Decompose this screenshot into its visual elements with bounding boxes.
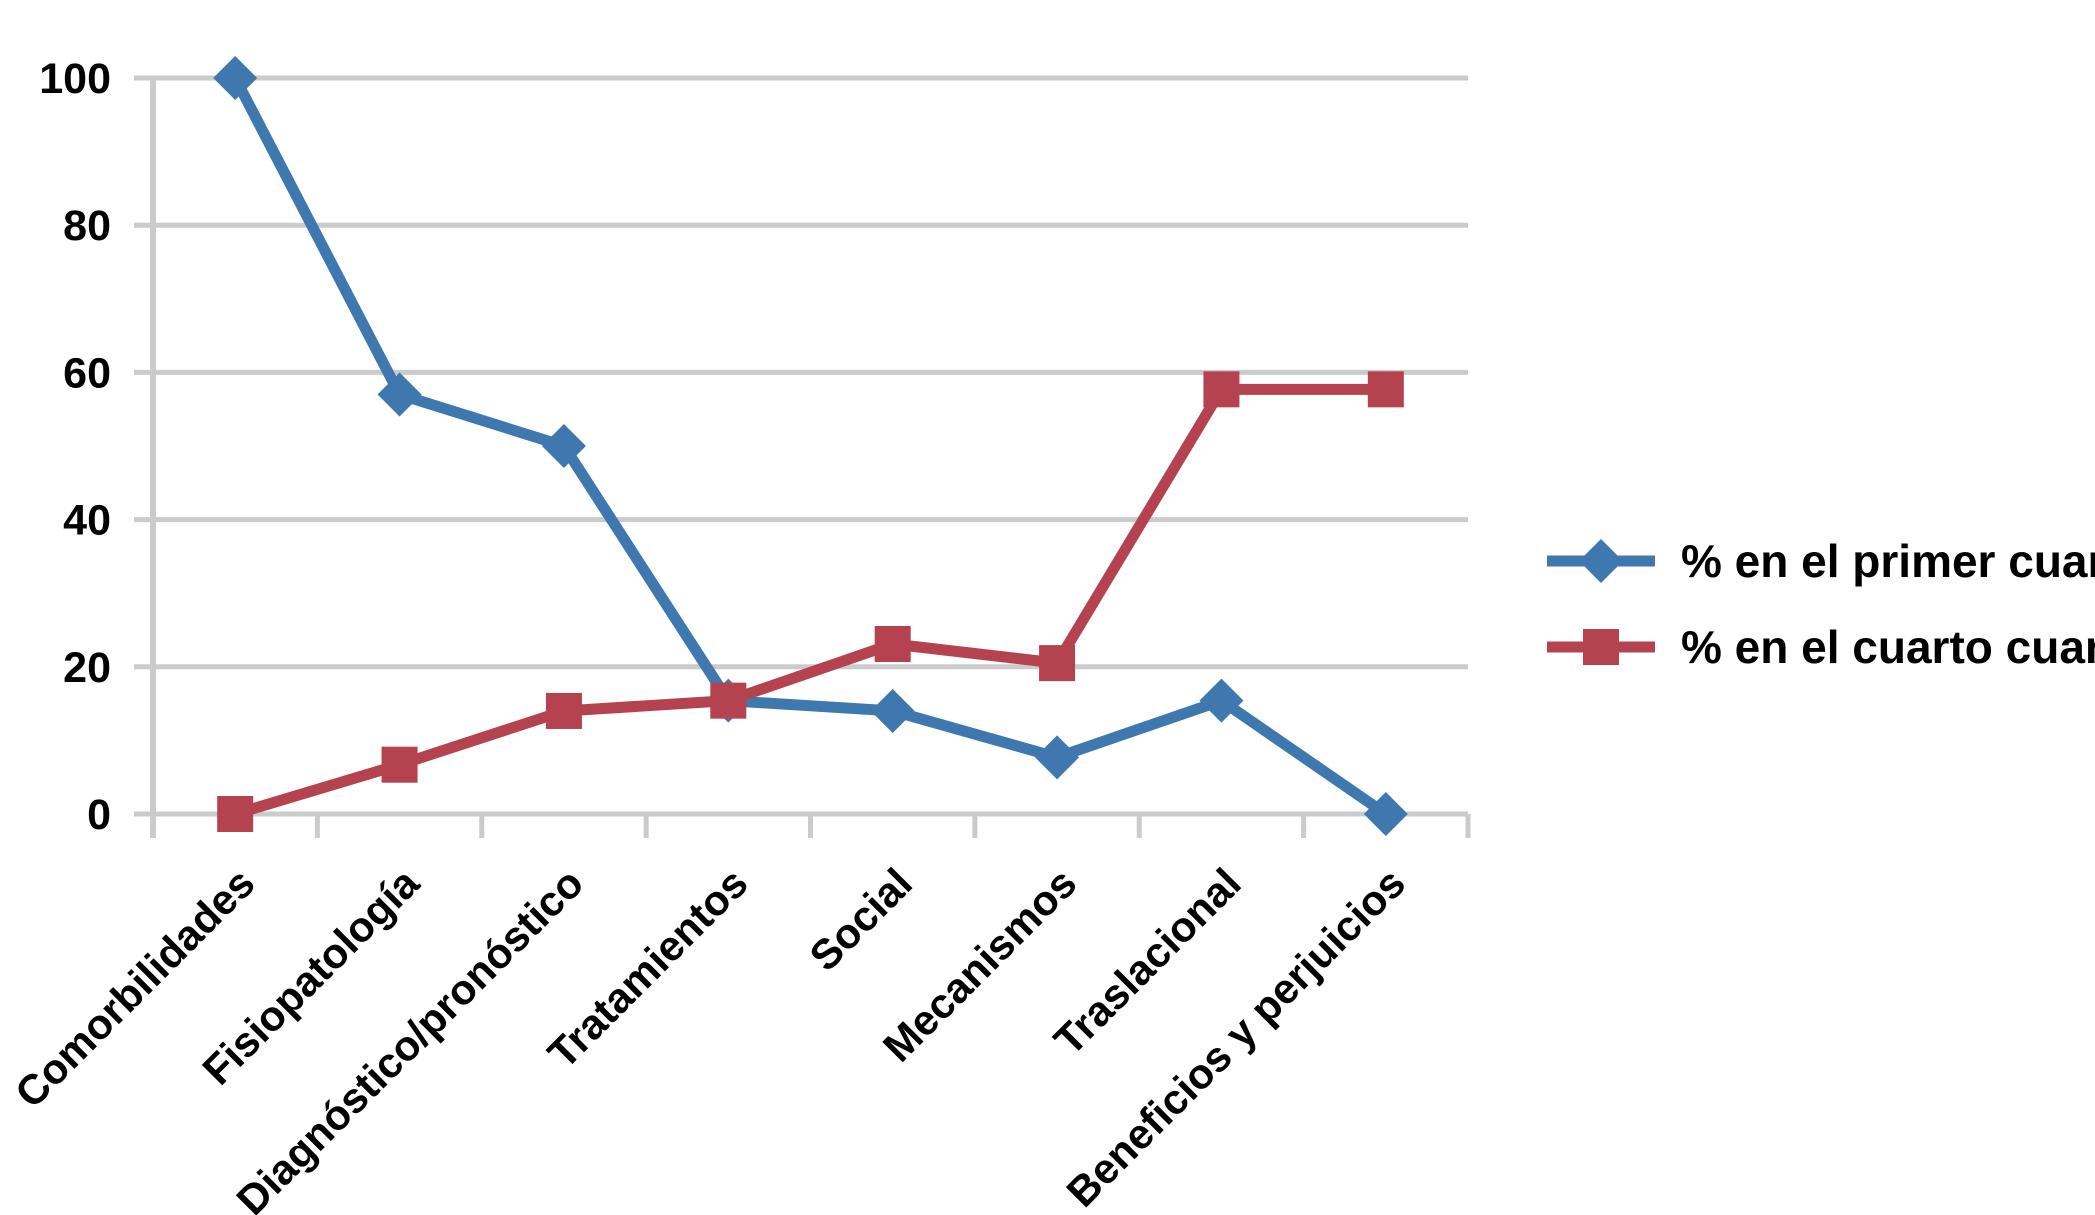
- legend-label-cuarto-cuartil: % en el cuarto cuartil: [1681, 621, 2095, 673]
- chart-legend: % en el primer cuartil % en el cuarto cu…: [1545, 533, 2095, 675]
- legend-item-cuarto-cuartil: % en el cuarto cuartil: [1545, 619, 2095, 675]
- svg-text:40: 40: [63, 497, 111, 545]
- legend-diamond-marker-icon: [1547, 539, 1655, 583]
- svg-text:80: 80: [63, 202, 111, 250]
- svg-text:Social: Social: [800, 859, 921, 980]
- svg-text:Beneficios y perjuicios: Beneficios y perjuicios: [1057, 859, 1414, 1215]
- legend-square-marker-icon: [1547, 629, 1655, 665]
- svg-text:60: 60: [63, 349, 111, 397]
- legend-label-primer-cuartil: % en el primer cuartil: [1681, 535, 2095, 587]
- svg-text:100: 100: [39, 55, 111, 103]
- svg-text:0: 0: [87, 791, 111, 839]
- legend-item-primer-cuartil: % en el primer cuartil: [1545, 533, 2095, 589]
- svg-text:20: 20: [63, 644, 111, 692]
